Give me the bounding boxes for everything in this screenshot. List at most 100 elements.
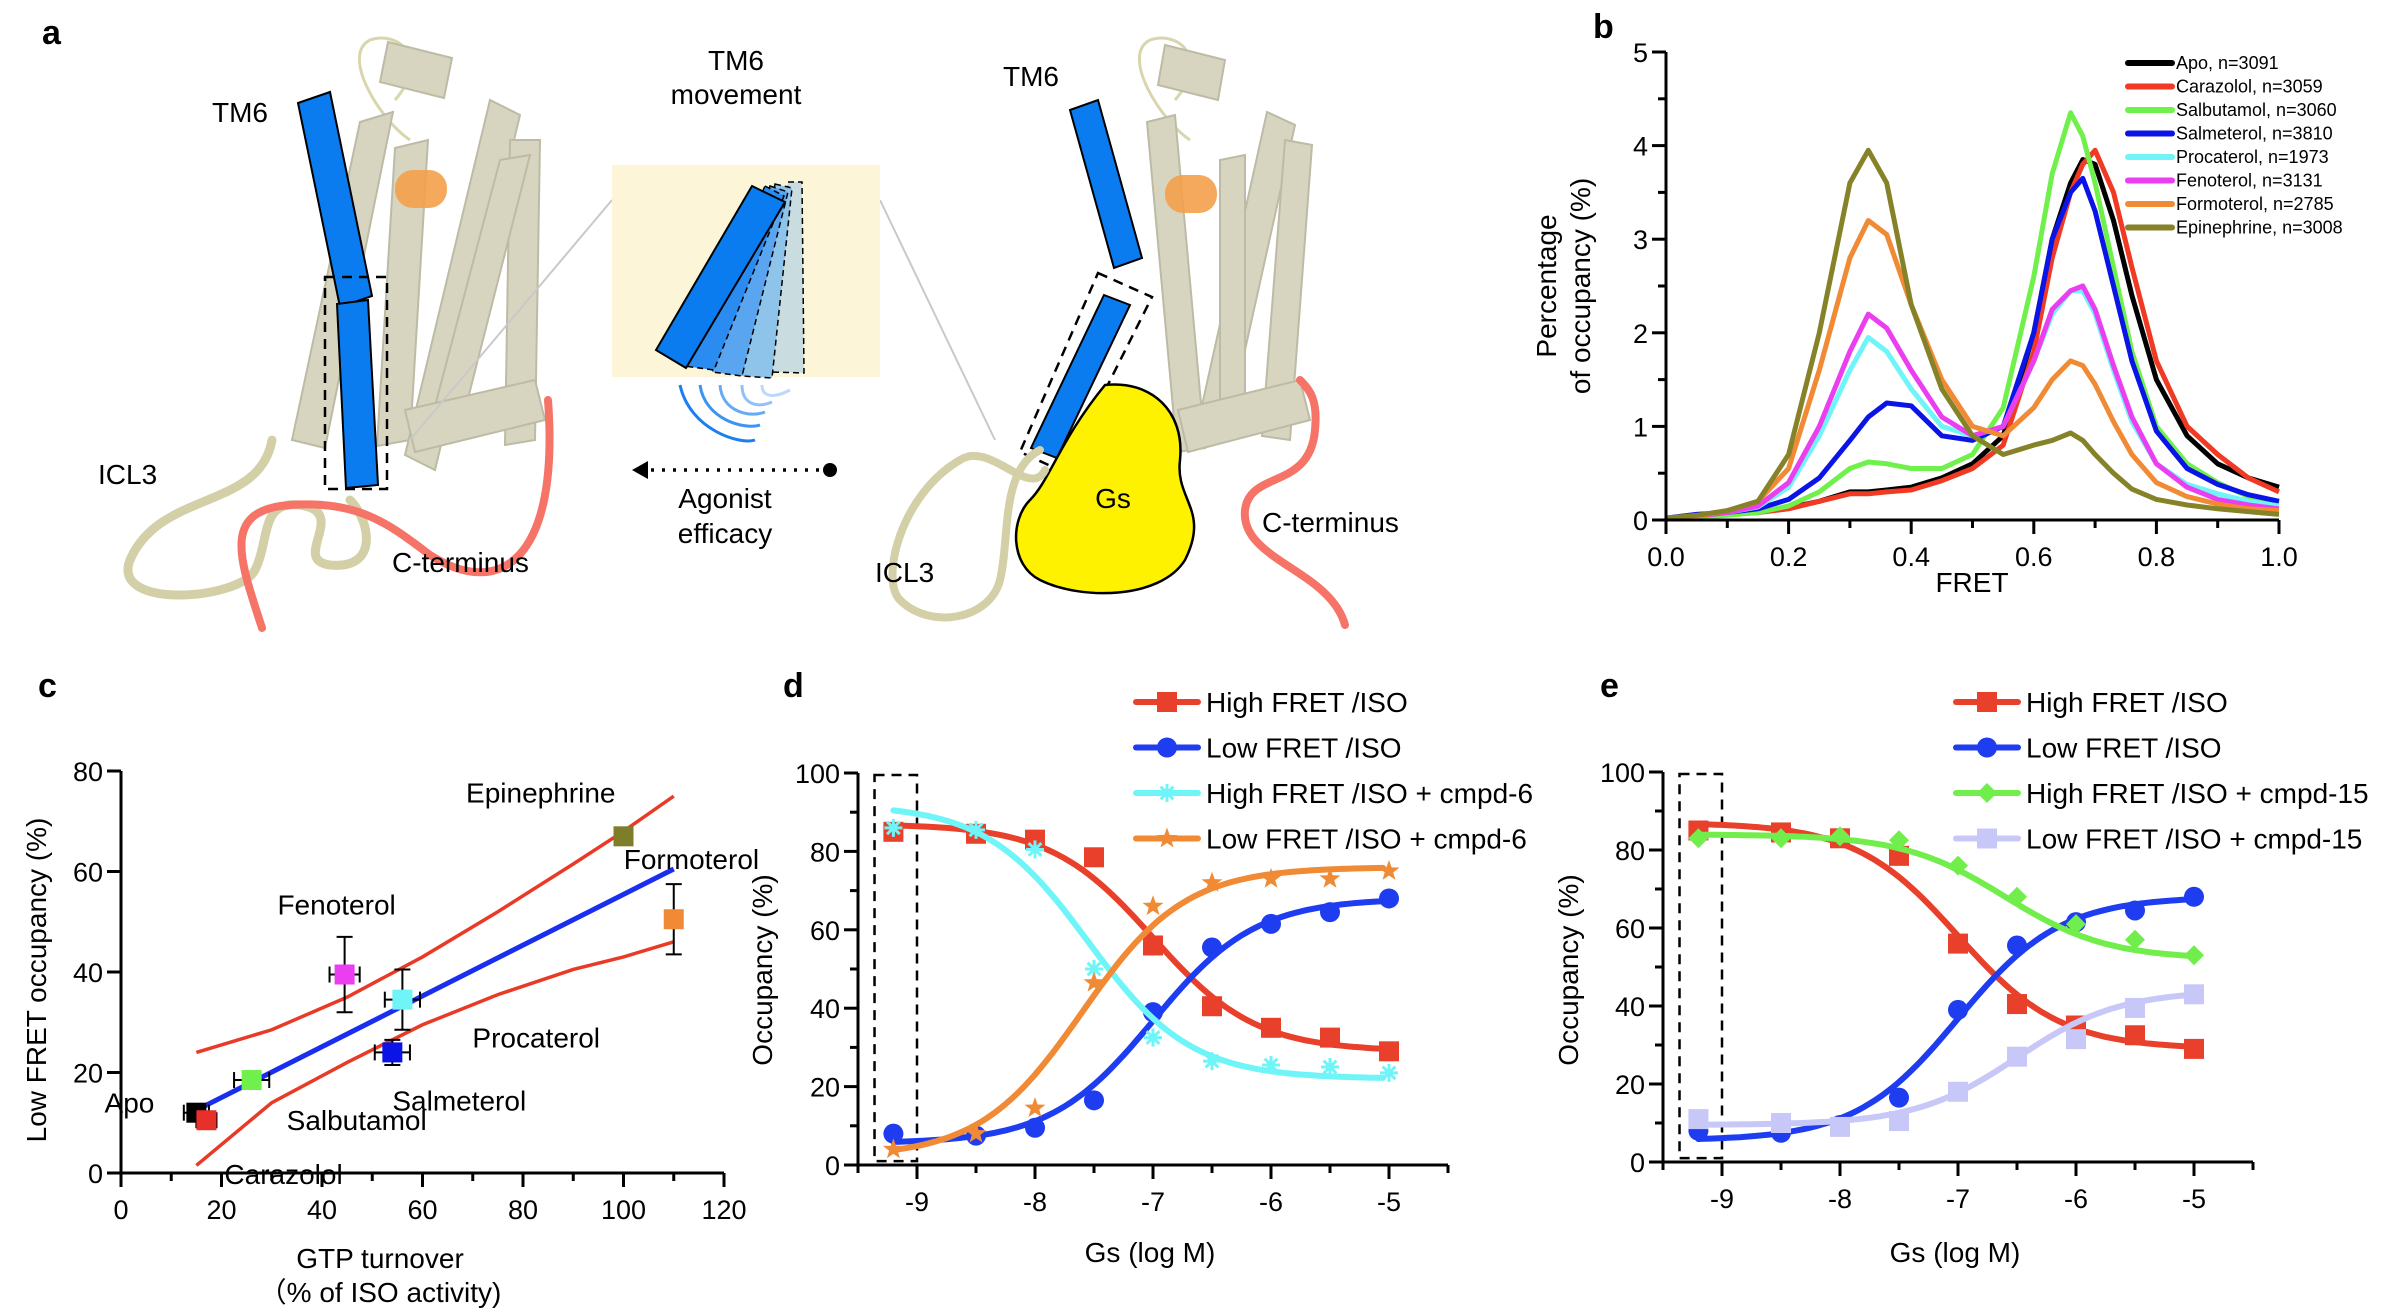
legend-marker bbox=[1157, 692, 1177, 712]
d-data-point bbox=[882, 1138, 904, 1159]
c-point-label: Epinephrine bbox=[466, 777, 615, 808]
legend-label: High FRET /ISO bbox=[2026, 687, 2228, 718]
y-tick-label: 60 bbox=[73, 858, 103, 888]
asterisk-stroke bbox=[1322, 1059, 1338, 1075]
d-data-point bbox=[1320, 1027, 1340, 1048]
asterisk-stroke bbox=[1086, 961, 1102, 977]
y-tick-label: 40 bbox=[1615, 992, 1645, 1022]
e-axes: -9 -8 -7 -6 -5 0 20 40 60 80 100 bbox=[1600, 758, 2255, 1214]
y-tick-label: 80 bbox=[1615, 836, 1645, 866]
e-data-point bbox=[2184, 984, 2204, 1005]
b-legend-label: Salmeterol, n=3810 bbox=[2176, 124, 2333, 144]
legend-label: High FRET /ISO + cmpd-6 bbox=[1206, 778, 1533, 809]
legend-marker bbox=[1156, 827, 1178, 848]
c-terminus-tail bbox=[1240, 376, 1349, 629]
legend-marker bbox=[1158, 784, 1176, 802]
y-tick-label: 0 bbox=[88, 1159, 103, 1189]
x-tick-label: -8 bbox=[1023, 1187, 1047, 1217]
legend-label: High FRET /ISO + cmpd-15 bbox=[2026, 778, 2369, 809]
e-data-point bbox=[1830, 826, 1850, 847]
c-terminus-label-right: C-terminus bbox=[1262, 507, 1399, 538]
e-data-point bbox=[1688, 1109, 1709, 1130]
b-series-line-epinephrine bbox=[1665, 147, 2280, 521]
low-concentration-highlight-box bbox=[1678, 772, 1724, 1160]
x-tick-label: -7 bbox=[1141, 1187, 1165, 1217]
c-point-salbutamol bbox=[241, 1070, 262, 1091]
e-data-point bbox=[2007, 1046, 2027, 1067]
y-tick-label: 80 bbox=[73, 757, 103, 787]
asterisk-stroke bbox=[968, 822, 984, 838]
e-fit-curve bbox=[1695, 821, 2192, 1050]
arrow-origin-dot-icon bbox=[823, 463, 837, 477]
d-data-point bbox=[1202, 996, 1222, 1017]
tm6-upper-helix bbox=[296, 90, 374, 309]
c-terminus-label-left: C-terminus bbox=[392, 547, 529, 578]
c-confidence-upper-curve bbox=[195, 794, 675, 1055]
e-data-point bbox=[2125, 929, 2145, 950]
tm6-highlight-box bbox=[323, 275, 389, 491]
legend-marker bbox=[1977, 783, 1997, 803]
low-concentration-highlight-box bbox=[873, 773, 919, 1163]
panel-e-dose-response: e -9 -8 -7 -6 -5 0 20 40 60 80 100 Gs (log M) Occu… bbox=[1553, 667, 2369, 1268]
y-tick-label: 4 bbox=[1633, 132, 1648, 162]
e-data-point bbox=[2007, 935, 2027, 956]
tm6-position-1 bbox=[654, 184, 787, 370]
e-data-point bbox=[2066, 1029, 2086, 1050]
e-data-point bbox=[1889, 1087, 1909, 1108]
asterisk-stroke bbox=[1145, 1030, 1161, 1046]
y-tick-label: 20 bbox=[810, 1073, 840, 1103]
b-legend: Apo, n=3091 Carazolol, n=3059 Salbutamol, … bbox=[2125, 53, 2343, 238]
b-series-lines bbox=[1665, 110, 2281, 521]
d-data-point bbox=[967, 820, 985, 839]
legend-label: Low FRET /ISO bbox=[2026, 733, 2222, 764]
y-tick-label: 0 bbox=[1633, 506, 1648, 536]
e-fit-curve bbox=[1695, 992, 2192, 1128]
x-tick-label: 0.2 bbox=[1770, 542, 1808, 572]
panel-letter-a: a bbox=[42, 14, 62, 52]
b-legend-label: Apo, n=3091 bbox=[2176, 53, 2279, 73]
x-tick-label: -7 bbox=[1946, 1184, 1970, 1214]
c-point-salmeterol bbox=[382, 1042, 403, 1063]
e-data-point bbox=[2125, 900, 2145, 921]
c-point-label: Procaterol bbox=[472, 1023, 600, 1054]
icl3-label-left: ICL3 bbox=[98, 459, 157, 490]
e-data-point bbox=[1830, 1116, 1850, 1137]
legend-marker bbox=[1977, 737, 1997, 758]
d-fit-curve bbox=[890, 864, 1387, 1154]
d-x-axis-title: Gs (log M) bbox=[1085, 1237, 1216, 1268]
y-tick-label: 1 bbox=[1633, 412, 1648, 442]
e-data-point bbox=[2184, 886, 2204, 907]
e-y-axis-title: Occupancy (%) bbox=[1553, 874, 1584, 1065]
x-tick-label: -6 bbox=[1259, 1187, 1283, 1217]
e-data-point bbox=[2125, 997, 2145, 1018]
x-tick-label: 60 bbox=[407, 1195, 437, 1225]
y-tick-label: 3 bbox=[1633, 225, 1648, 255]
e-data-point bbox=[2184, 1038, 2204, 1059]
d-data-point bbox=[1026, 840, 1044, 859]
asterisk-stroke bbox=[1381, 1065, 1397, 1081]
d-data-point bbox=[1142, 895, 1164, 916]
b-legend-label: Procaterol, n=1973 bbox=[2176, 147, 2329, 167]
arrow-left-icon bbox=[632, 461, 648, 479]
gs-protein-shape bbox=[1014, 383, 1196, 595]
panel-letter-d: d bbox=[783, 667, 804, 705]
d-data-point bbox=[1319, 867, 1341, 888]
c-point-procaterol bbox=[392, 989, 413, 1010]
b-axes: 0.0 0.2 0.4 0.6 0.8 1.0 0 1 2 3 4 5 bbox=[1633, 38, 2298, 572]
x-tick-label: 0.0 bbox=[1647, 542, 1685, 572]
movement-arrows bbox=[678, 384, 791, 443]
helix-top-cap bbox=[378, 40, 454, 100]
e-legend: High FRET /ISO Low FRET /ISO High FRET /IS… bbox=[1953, 687, 2369, 855]
d-data-point bbox=[1260, 867, 1282, 888]
panel-letter-e: e bbox=[1600, 667, 1619, 705]
d-axes: -9 -8 -7 -6 -5 0 20 40 60 80 100 bbox=[795, 759, 1450, 1217]
helix bbox=[1219, 153, 1246, 434]
e-data-point bbox=[2007, 886, 2027, 907]
x-tick-label: -9 bbox=[905, 1187, 929, 1217]
c-point-label: Carazolol bbox=[224, 1159, 342, 1190]
b-series-line-formoterol bbox=[1665, 218, 2280, 521]
x-tick-label: 20 bbox=[206, 1195, 236, 1225]
y-tick-label: 0 bbox=[825, 1151, 840, 1181]
panel-a-diagram: a TM6 ICL3 C-terminus bbox=[42, 14, 1399, 632]
